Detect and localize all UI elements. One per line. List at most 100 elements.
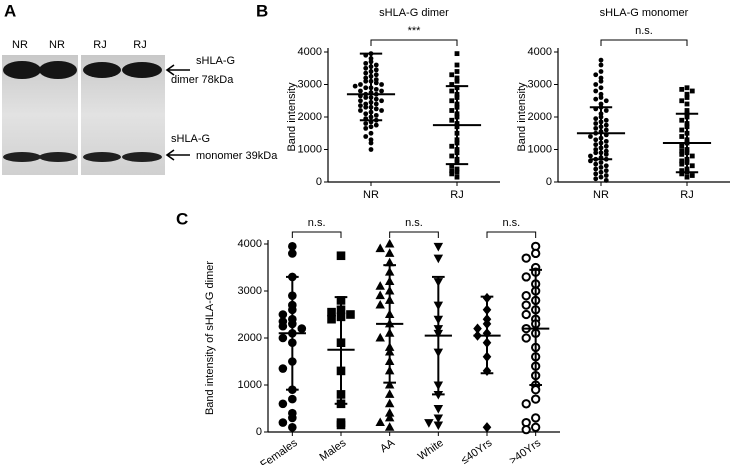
- x-tick-label: NR: [363, 189, 379, 201]
- dot: [603, 163, 609, 169]
- dot: [449, 143, 455, 149]
- band-label: sHLA-G: [196, 55, 235, 67]
- dot: [689, 163, 695, 169]
- dot: [358, 88, 363, 94]
- blot: NR NR RJ RJ sHLA-G dimer 78kDa sHLA-G mo…: [2, 39, 278, 175]
- dot: [684, 95, 690, 100]
- dot: [363, 65, 369, 71]
- dot: [588, 134, 593, 139]
- dot: [278, 310, 288, 319]
- dot: [288, 249, 297, 258]
- x-tick-label: >40Yrs: [507, 437, 543, 465]
- dot: [373, 106, 379, 112]
- dot: [358, 108, 363, 113]
- dot: [598, 69, 604, 74]
- dot: [375, 417, 385, 427]
- dot: [598, 164, 604, 170]
- y-tick-label: 4000: [298, 46, 322, 58]
- dot: [363, 111, 369, 117]
- x-tick-label: AA: [378, 437, 397, 456]
- dot: [679, 143, 685, 149]
- dot: [593, 150, 599, 156]
- lane-label: NR: [12, 39, 28, 51]
- dot: [684, 85, 690, 91]
- dot: [598, 160, 604, 165]
- panel-label: B: [256, 1, 268, 20]
- y-tick-label: 0: [256, 426, 262, 438]
- dot: [449, 117, 455, 123]
- dot: [531, 422, 541, 432]
- dot: [598, 62, 604, 68]
- dot: [684, 91, 690, 97]
- y-tick-label: 3000: [238, 285, 262, 297]
- dot: [433, 421, 444, 431]
- dot: [297, 324, 307, 333]
- dot: [384, 379, 395, 389]
- dot: [679, 98, 685, 104]
- significance-bracket: [389, 231, 439, 238]
- dot: [379, 98, 384, 104]
- lane-label: NR: [49, 39, 65, 51]
- dot: [384, 408, 395, 417]
- dot: [278, 399, 288, 409]
- band: [83, 62, 121, 78]
- x-tick-label: RJ: [680, 189, 693, 201]
- dot: [375, 299, 385, 309]
- band: [83, 152, 121, 162]
- x-tick-label: Males: [317, 437, 348, 464]
- dot: [433, 414, 444, 424]
- dot: [603, 108, 609, 113]
- dot: [358, 98, 363, 104]
- dot: [384, 422, 395, 431]
- dot: [278, 364, 288, 373]
- dot: [598, 169, 604, 175]
- dot: [603, 143, 609, 149]
- dot: [424, 419, 434, 428]
- dot: [454, 69, 460, 74]
- band: [3, 152, 41, 162]
- dot: [603, 122, 609, 128]
- significance-label: n.s.: [308, 217, 326, 229]
- y-axis-label: Band intensity of sHLA-G dimer: [204, 261, 216, 415]
- dot: [373, 112, 379, 118]
- dot: [593, 82, 599, 87]
- y-tick-label: 2000: [528, 111, 552, 123]
- dot: [473, 323, 482, 334]
- dot: [521, 253, 531, 263]
- dot: [278, 333, 288, 343]
- dot: [379, 88, 384, 94]
- dot: [603, 173, 609, 178]
- dot: [384, 412, 395, 422]
- dot: [521, 309, 531, 320]
- dot: [593, 88, 599, 94]
- dot: [679, 134, 685, 139]
- dot: [375, 243, 385, 253]
- dot: [521, 272, 531, 282]
- dot: [679, 151, 685, 157]
- dot-group: [588, 57, 609, 183]
- band: [39, 152, 77, 162]
- dot: [593, 72, 599, 78]
- dot: [363, 125, 369, 131]
- dot: [433, 405, 444, 414]
- dot: [603, 168, 609, 174]
- dot: [598, 95, 604, 100]
- dot: [679, 161, 685, 167]
- y-tick-label: 2000: [298, 111, 322, 123]
- dot: [433, 254, 444, 264]
- dot: [288, 413, 297, 423]
- dot: [603, 127, 609, 133]
- dot: [684, 174, 690, 180]
- dot: [373, 62, 379, 68]
- dot: [593, 161, 599, 167]
- dot: [358, 103, 363, 109]
- dot: [288, 242, 297, 251]
- dot: [521, 424, 531, 435]
- dot: [363, 60, 369, 66]
- dot-group: [352, 51, 384, 152]
- chart-title: sHLA-G monomer: [600, 7, 689, 19]
- significance-bracket: [370, 39, 458, 46]
- dot: [368, 147, 374, 152]
- dot: [449, 153, 455, 159]
